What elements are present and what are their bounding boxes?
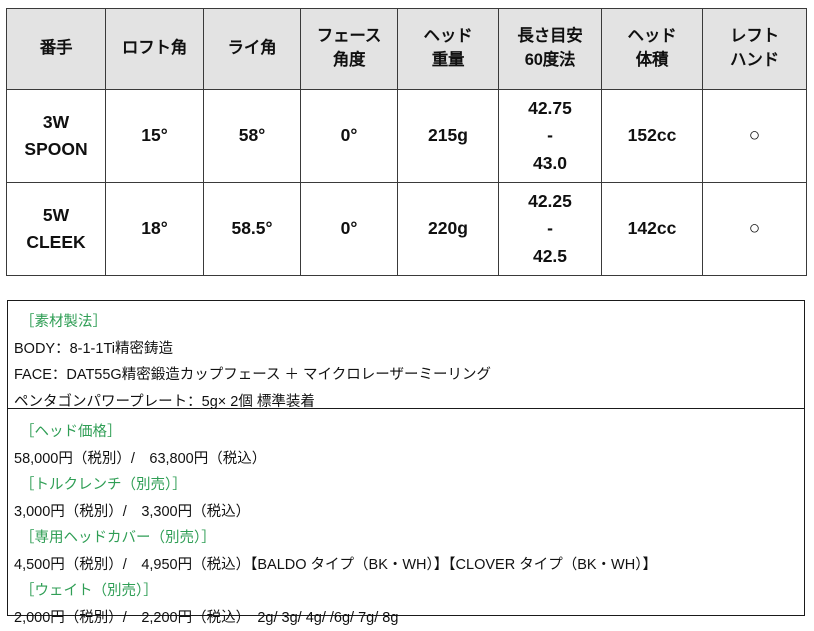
pricing-heading-head-price: ［ヘッド価格］ <box>12 419 804 446</box>
table-row: 3W SPOON 15° 58° 0° 215g 42.75 - 43.0 15… <box>7 90 807 183</box>
cell-length-dash: - <box>500 122 600 149</box>
cell-head-weight: 220g <box>398 183 499 276</box>
column-header-head-weight-line1: ヘッド <box>399 25 497 49</box>
column-header-head-volume-line1: ヘッド <box>603 25 701 49</box>
cell-left-hand: ○ <box>703 90 807 183</box>
column-header-face-angle: フェース 角度 <box>301 9 398 90</box>
column-header-left-hand: レフト ハンド <box>703 9 807 90</box>
column-header-left-hand-line1: レフト <box>704 25 805 49</box>
pricing-heading-head-cover: ［専用ヘッドカバー（別売）］ <box>12 525 804 552</box>
column-header-head-volume-line2: 体積 <box>603 49 701 73</box>
cell-club-line2: CLEEK <box>8 229 104 256</box>
table-header: 番手 ロフト角 ライ角 フェース 角度 ヘッド 重量 長さ目安 <box>7 9 807 90</box>
cell-club-line2: SPOON <box>8 136 104 163</box>
cell-length-from: 42.75 <box>500 95 600 122</box>
cell-lie: 58° <box>204 90 301 183</box>
column-header-length: 長さ目安 60度法 <box>499 9 602 90</box>
column-header-face-angle-line2: 角度 <box>302 49 396 73</box>
column-header-length-line1: 長さ目安 <box>500 25 600 49</box>
cell-face-angle: 0° <box>301 183 398 276</box>
cell-face-angle: 0° <box>301 90 398 183</box>
circle-available-icon: ○ <box>749 125 760 146</box>
materials-line-body: BODY：8-1-1Ti精密鋳造 <box>12 336 804 363</box>
cell-length: 42.75 - 43.0 <box>499 90 602 183</box>
column-header-loft-line1: ロフト角 <box>107 37 202 61</box>
materials-heading: ［素材製法］ <box>12 309 804 336</box>
cell-length-to: 43.0 <box>500 150 600 177</box>
cell-loft: 18° <box>106 183 204 276</box>
column-header-club-line1: 番手 <box>8 37 104 61</box>
cell-club: 5W CLEEK <box>7 183 106 276</box>
cell-head-volume: 142cc <box>602 183 703 276</box>
materials-section: ［素材製法］ BODY：8-1-1Ti精密鋳造 FACE：DAT55G精密鍛造カ… <box>8 301 804 409</box>
cell-loft: 15° <box>106 90 204 183</box>
table-row: 5W CLEEK 18° 58.5° 0° 220g 42.25 - 42.5 … <box>7 183 807 276</box>
info-box: ［素材製法］ BODY：8-1-1Ti精密鋳造 FACE：DAT55G精密鍛造カ… <box>7 300 805 616</box>
club-spec-table: 番手 ロフト角 ライ角 フェース 角度 ヘッド 重量 長さ目安 <box>6 8 807 276</box>
column-header-face-angle-line1: フェース <box>302 25 396 49</box>
cell-club-line1: 3W <box>8 109 104 136</box>
cell-club-line1: 5W <box>8 202 104 229</box>
circle-available-icon: ○ <box>749 218 760 239</box>
cell-head-volume: 152cc <box>602 90 703 183</box>
cell-head-weight: 215g <box>398 90 499 183</box>
column-header-head-volume: ヘッド 体積 <box>602 9 703 90</box>
pricing-value-head-cover: 4,500円（税別）/ 4,950円（税込）【BALDO タイプ（BK・WH）】… <box>12 552 804 579</box>
cell-length-from: 42.25 <box>500 188 600 215</box>
pricing-heading-weight: ［ウェイト（別売）］ <box>12 578 804 605</box>
cell-length-dash: - <box>500 215 600 242</box>
pricing-value-weight: 2,000円（税別）/ 2,200円（税込） 2g/ 3g/ 4g/ /6g/ … <box>12 605 804 631</box>
table-body: 3W SPOON 15° 58° 0° 215g 42.75 - 43.0 15… <box>7 90 807 276</box>
spec-table-container: 番手 ロフト角 ライ角 フェース 角度 ヘッド 重量 長さ目安 <box>6 8 806 276</box>
pricing-heading-torque-wrench: ［トルクレンチ（別売）］ <box>12 472 804 499</box>
column-header-loft: ロフト角 <box>106 9 204 90</box>
cell-length: 42.25 - 42.5 <box>499 183 602 276</box>
column-header-lie: ライ角 <box>204 9 301 90</box>
column-header-club: 番手 <box>7 9 106 90</box>
pricing-value-torque-wrench: 3,000円（税別）/ 3,300円（税込） <box>12 499 804 526</box>
cell-club: 3W SPOON <box>7 90 106 183</box>
pricing-section: ［ヘッド価格］ 58,000円（税別）/ 63,800円（税込） ［トルクレンチ… <box>8 409 804 614</box>
materials-line-face: FACE：DAT55G精密鍛造カップフェース ＋ マイクロレーザーミーリング <box>12 362 804 389</box>
column-header-head-weight: ヘッド 重量 <box>398 9 499 90</box>
table-header-row: 番手 ロフト角 ライ角 フェース 角度 ヘッド 重量 長さ目安 <box>7 9 807 90</box>
cell-left-hand: ○ <box>703 183 807 276</box>
column-header-lie-line1: ライ角 <box>205 37 299 61</box>
column-header-head-weight-line2: 重量 <box>399 49 497 73</box>
column-header-length-line2: 60度法 <box>500 49 600 73</box>
column-header-left-hand-line2: ハンド <box>704 49 805 73</box>
cell-lie: 58.5° <box>204 183 301 276</box>
pricing-value-head-price: 58,000円（税別）/ 63,800円（税込） <box>12 446 804 473</box>
cell-length-to: 42.5 <box>500 243 600 270</box>
